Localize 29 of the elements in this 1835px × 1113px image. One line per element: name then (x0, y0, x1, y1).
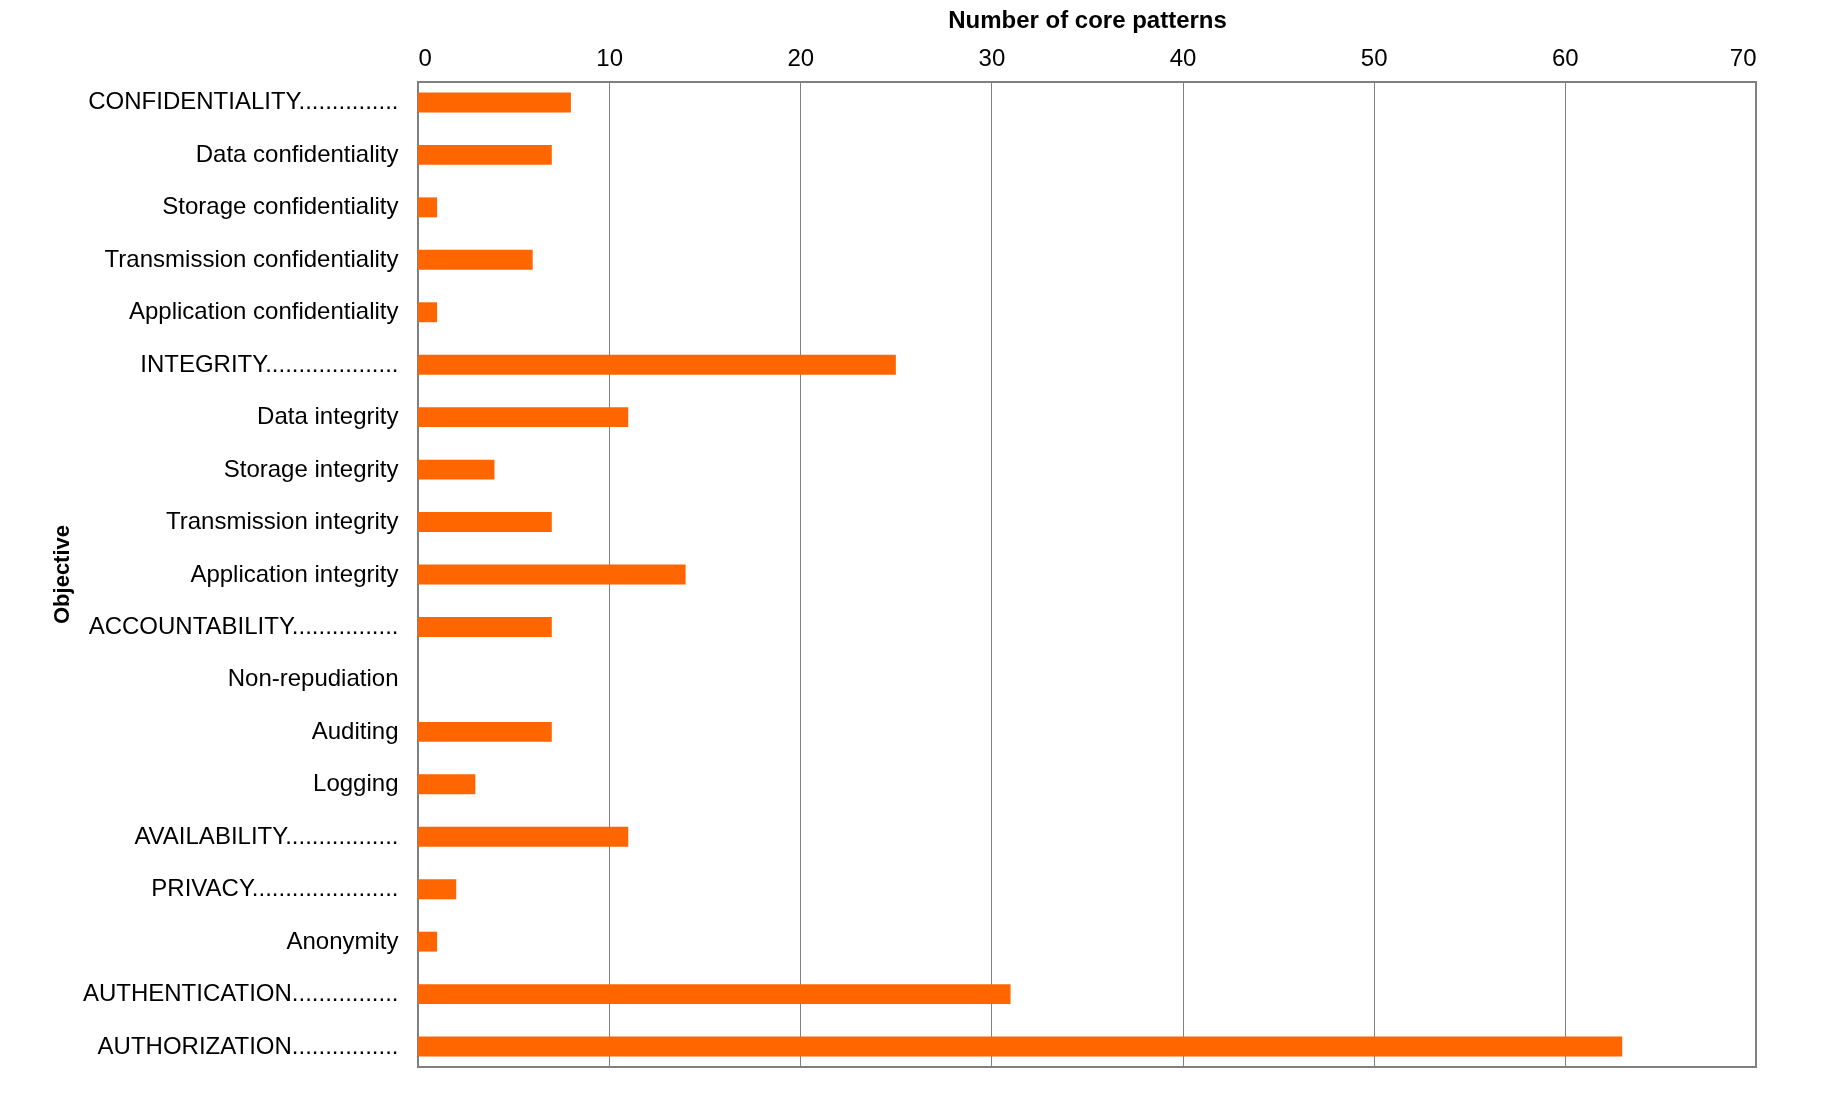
y-tick-label: Logging (313, 769, 399, 797)
x-tick-label: 30 (978, 43, 1006, 71)
y-tick-label: Transmission integrity (165, 507, 399, 535)
x-tick-label: 20 (787, 43, 815, 71)
y-tick-label: Storage integrity (223, 454, 399, 482)
y-tick-label: Application confidentiality (129, 297, 399, 325)
y-tick-label: AUTHENTICATION................ (82, 979, 399, 1007)
y-tick-label: AUTHORIZATION................ (97, 1031, 399, 1059)
x-axis-title: Number of core patterns (948, 5, 1227, 33)
y-axis-title: Objective (48, 524, 74, 625)
x-tick-label: 60 (1552, 43, 1579, 71)
y-tick-label: Auditing (311, 716, 399, 744)
y-tick-label: Data integrity (257, 402, 399, 430)
y-tick-label: ACCOUNTABILITY................ (88, 611, 399, 639)
x-tick-label: 0 (418, 43, 432, 71)
y-tick-label: INTEGRITY.................... (140, 349, 399, 377)
y-tick-label: PRIVACY...................... (151, 874, 399, 902)
y-tick-label: Storage confidentiality (162, 192, 399, 220)
y-tick-label: Non-repudiation (227, 664, 399, 692)
y-tick-label: Data confidentiality (195, 139, 399, 167)
x-tick-label: 50 (1360, 43, 1388, 71)
y-tick-label: Anonymity (286, 926, 399, 954)
y-tick-label: CONFIDENTIALITY............... (88, 87, 399, 115)
y-tick-label: Application integrity (190, 559, 399, 587)
x-tick-label: 40 (1169, 43, 1197, 71)
x-tick-label: 70 (1729, 43, 1757, 71)
x-tick-label: 10 (596, 43, 623, 71)
y-tick-label: AVAILABILITY................. (134, 821, 399, 849)
y-tick-label: Transmission confidentiality (104, 244, 399, 272)
